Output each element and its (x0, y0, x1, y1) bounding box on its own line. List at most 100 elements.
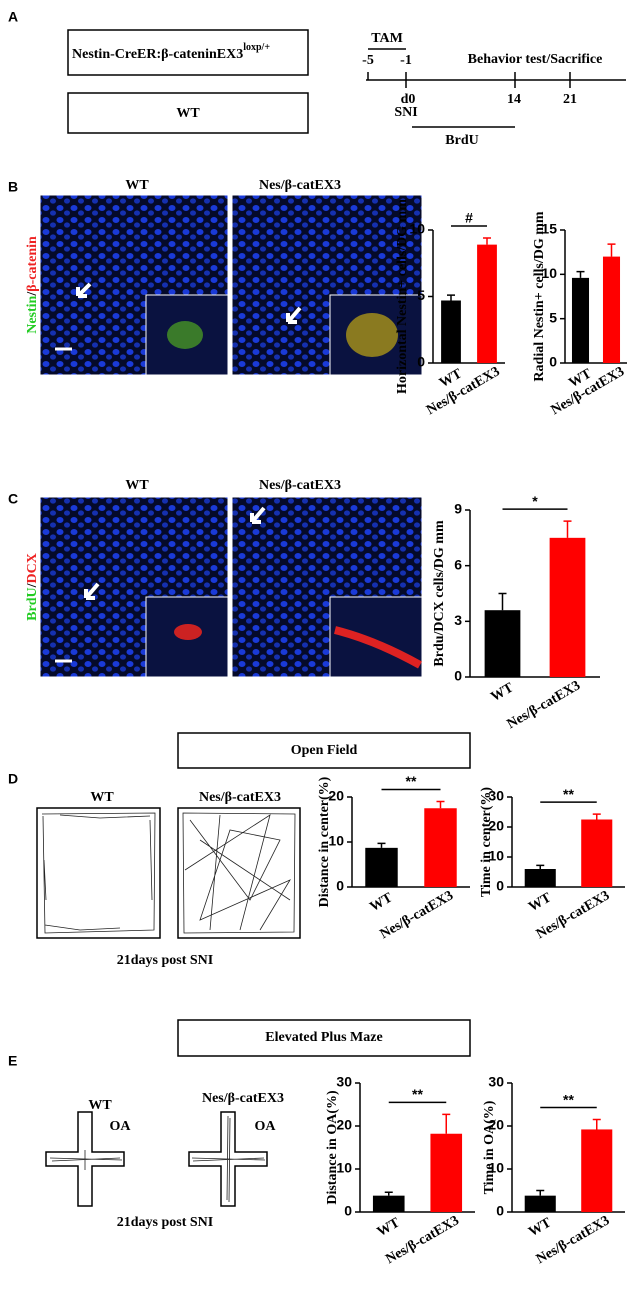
x-tick-label: Nes/β-catEX3 (505, 678, 584, 732)
bar (430, 1133, 463, 1212)
sni: SNI (394, 105, 417, 120)
x-tick-label: WT (368, 890, 396, 915)
genotype: Nestin-CreER:β-cateninEX3loxp/+ (72, 42, 270, 62)
panel-label: B (8, 179, 18, 195)
bar (581, 819, 613, 887)
error-bar (563, 520, 572, 538)
y-tick-label: 3 (454, 612, 462, 628)
y-tick-label: 0 (417, 354, 425, 370)
y-axis-label: Time in OA(%) (482, 1100, 497, 1194)
day: 21 (563, 92, 577, 107)
group-label: Nes/β-catEX3 (202, 1091, 284, 1106)
error-bar (607, 243, 616, 257)
arrow (76, 282, 92, 298)
y-tick-label: 0 (454, 668, 462, 684)
y-tick-label: 20 (336, 1117, 352, 1133)
significance-mark: * (532, 493, 538, 509)
significance-mark: ** (412, 1086, 423, 1102)
group-label: WT (125, 478, 149, 493)
cell (174, 624, 202, 640)
bar (581, 1129, 613, 1212)
y-tick-label: 9 (454, 501, 462, 517)
arena (177, 807, 301, 939)
group-label: Nes/β-catEX3 (199, 790, 281, 805)
timeline (366, 48, 626, 128)
arm-label: OA (110, 1119, 132, 1134)
arrow (84, 582, 100, 600)
error-bar (377, 842, 386, 848)
bar (524, 1195, 556, 1212)
cell (346, 313, 398, 357)
y-tick-label: 30 (488, 788, 504, 804)
error-bar (384, 1191, 393, 1196)
y-tick-label: 10 (488, 1160, 504, 1176)
brdu: BrdU (445, 133, 478, 148)
cell (334, 626, 422, 669)
group-label: WT (90, 790, 114, 805)
error-bar (536, 1189, 545, 1196)
genotype-box (67, 29, 309, 76)
y-tick-label: 10 (336, 1160, 352, 1176)
y-tick-label: 15 (541, 221, 557, 237)
cell (167, 321, 203, 349)
significance-mark: ** (563, 1091, 574, 1107)
y-tick-label: 10 (488, 848, 504, 864)
y-tick-label: 5 (549, 309, 557, 325)
caption: 21days post SNI (117, 1215, 213, 1230)
arrow (250, 506, 266, 524)
x-tick-label: WT (526, 1215, 554, 1240)
bar (477, 244, 497, 363)
x-tick-label: Nes/β-catEX3 (424, 364, 503, 418)
day: 14 (507, 92, 521, 107)
day: -1 (400, 53, 412, 68)
bar (441, 300, 461, 363)
panel-label: C (8, 491, 18, 507)
y-tick-label: 5 (417, 287, 425, 303)
bar (372, 1195, 405, 1212)
test-title: Elevated Plus Maze (265, 1030, 382, 1045)
bar (602, 256, 621, 363)
bar (484, 610, 521, 677)
error-bar (498, 592, 507, 611)
y-tick-label: 20 (488, 1117, 504, 1133)
tam: TAM (371, 31, 403, 46)
error-bar (447, 294, 455, 301)
bar (549, 537, 586, 677)
track (49, 1150, 123, 1170)
y-tick-label: 0 (496, 878, 504, 894)
y-tick-label: 0 (344, 1203, 352, 1219)
micrograph (39, 194, 229, 376)
control-box (67, 92, 309, 134)
group-label: WT (88, 1098, 112, 1113)
group-label: WT (125, 178, 149, 193)
track (191, 1115, 266, 1203)
significance-mark: ** (563, 786, 574, 802)
panel-label: D (8, 771, 18, 787)
y-tick-label: 10 (328, 833, 344, 849)
y-axis-label: Radial Nestin+ cells/DG mm (532, 211, 547, 381)
y-tick-label: 30 (336, 1074, 352, 1090)
group-label: Nes/β-catEX3 (259, 178, 341, 193)
y-axis-label: Horizontal Nestin+ cells/DG mm (395, 199, 410, 394)
bar (365, 847, 398, 887)
day: -5 (362, 53, 374, 68)
arrow (286, 306, 302, 324)
y-tick-label: 0 (496, 1203, 504, 1219)
y-tick-label: 20 (328, 788, 344, 804)
y-tick-label: 10 (541, 265, 557, 281)
test-title: Open Field (291, 743, 358, 758)
significance-mark: ** (406, 773, 417, 789)
y-axis-label: Brdu/DCX cells/DG mm (432, 520, 447, 667)
error-bar (576, 270, 585, 278)
y-tick-label: 0 (336, 878, 344, 894)
stain-label: Nestin/β-catenin (25, 236, 40, 334)
stain-label: BrdU/DCX (25, 553, 40, 621)
y-axis-label: Time in center(%) (479, 787, 494, 897)
bar (424, 808, 457, 887)
panel-label: A (8, 9, 18, 25)
endpoint: Behavior test/Sacrifice (468, 52, 603, 67)
bar (571, 277, 590, 363)
y-tick-label: 20 (488, 818, 504, 834)
y-tick-label: 0 (549, 354, 557, 370)
